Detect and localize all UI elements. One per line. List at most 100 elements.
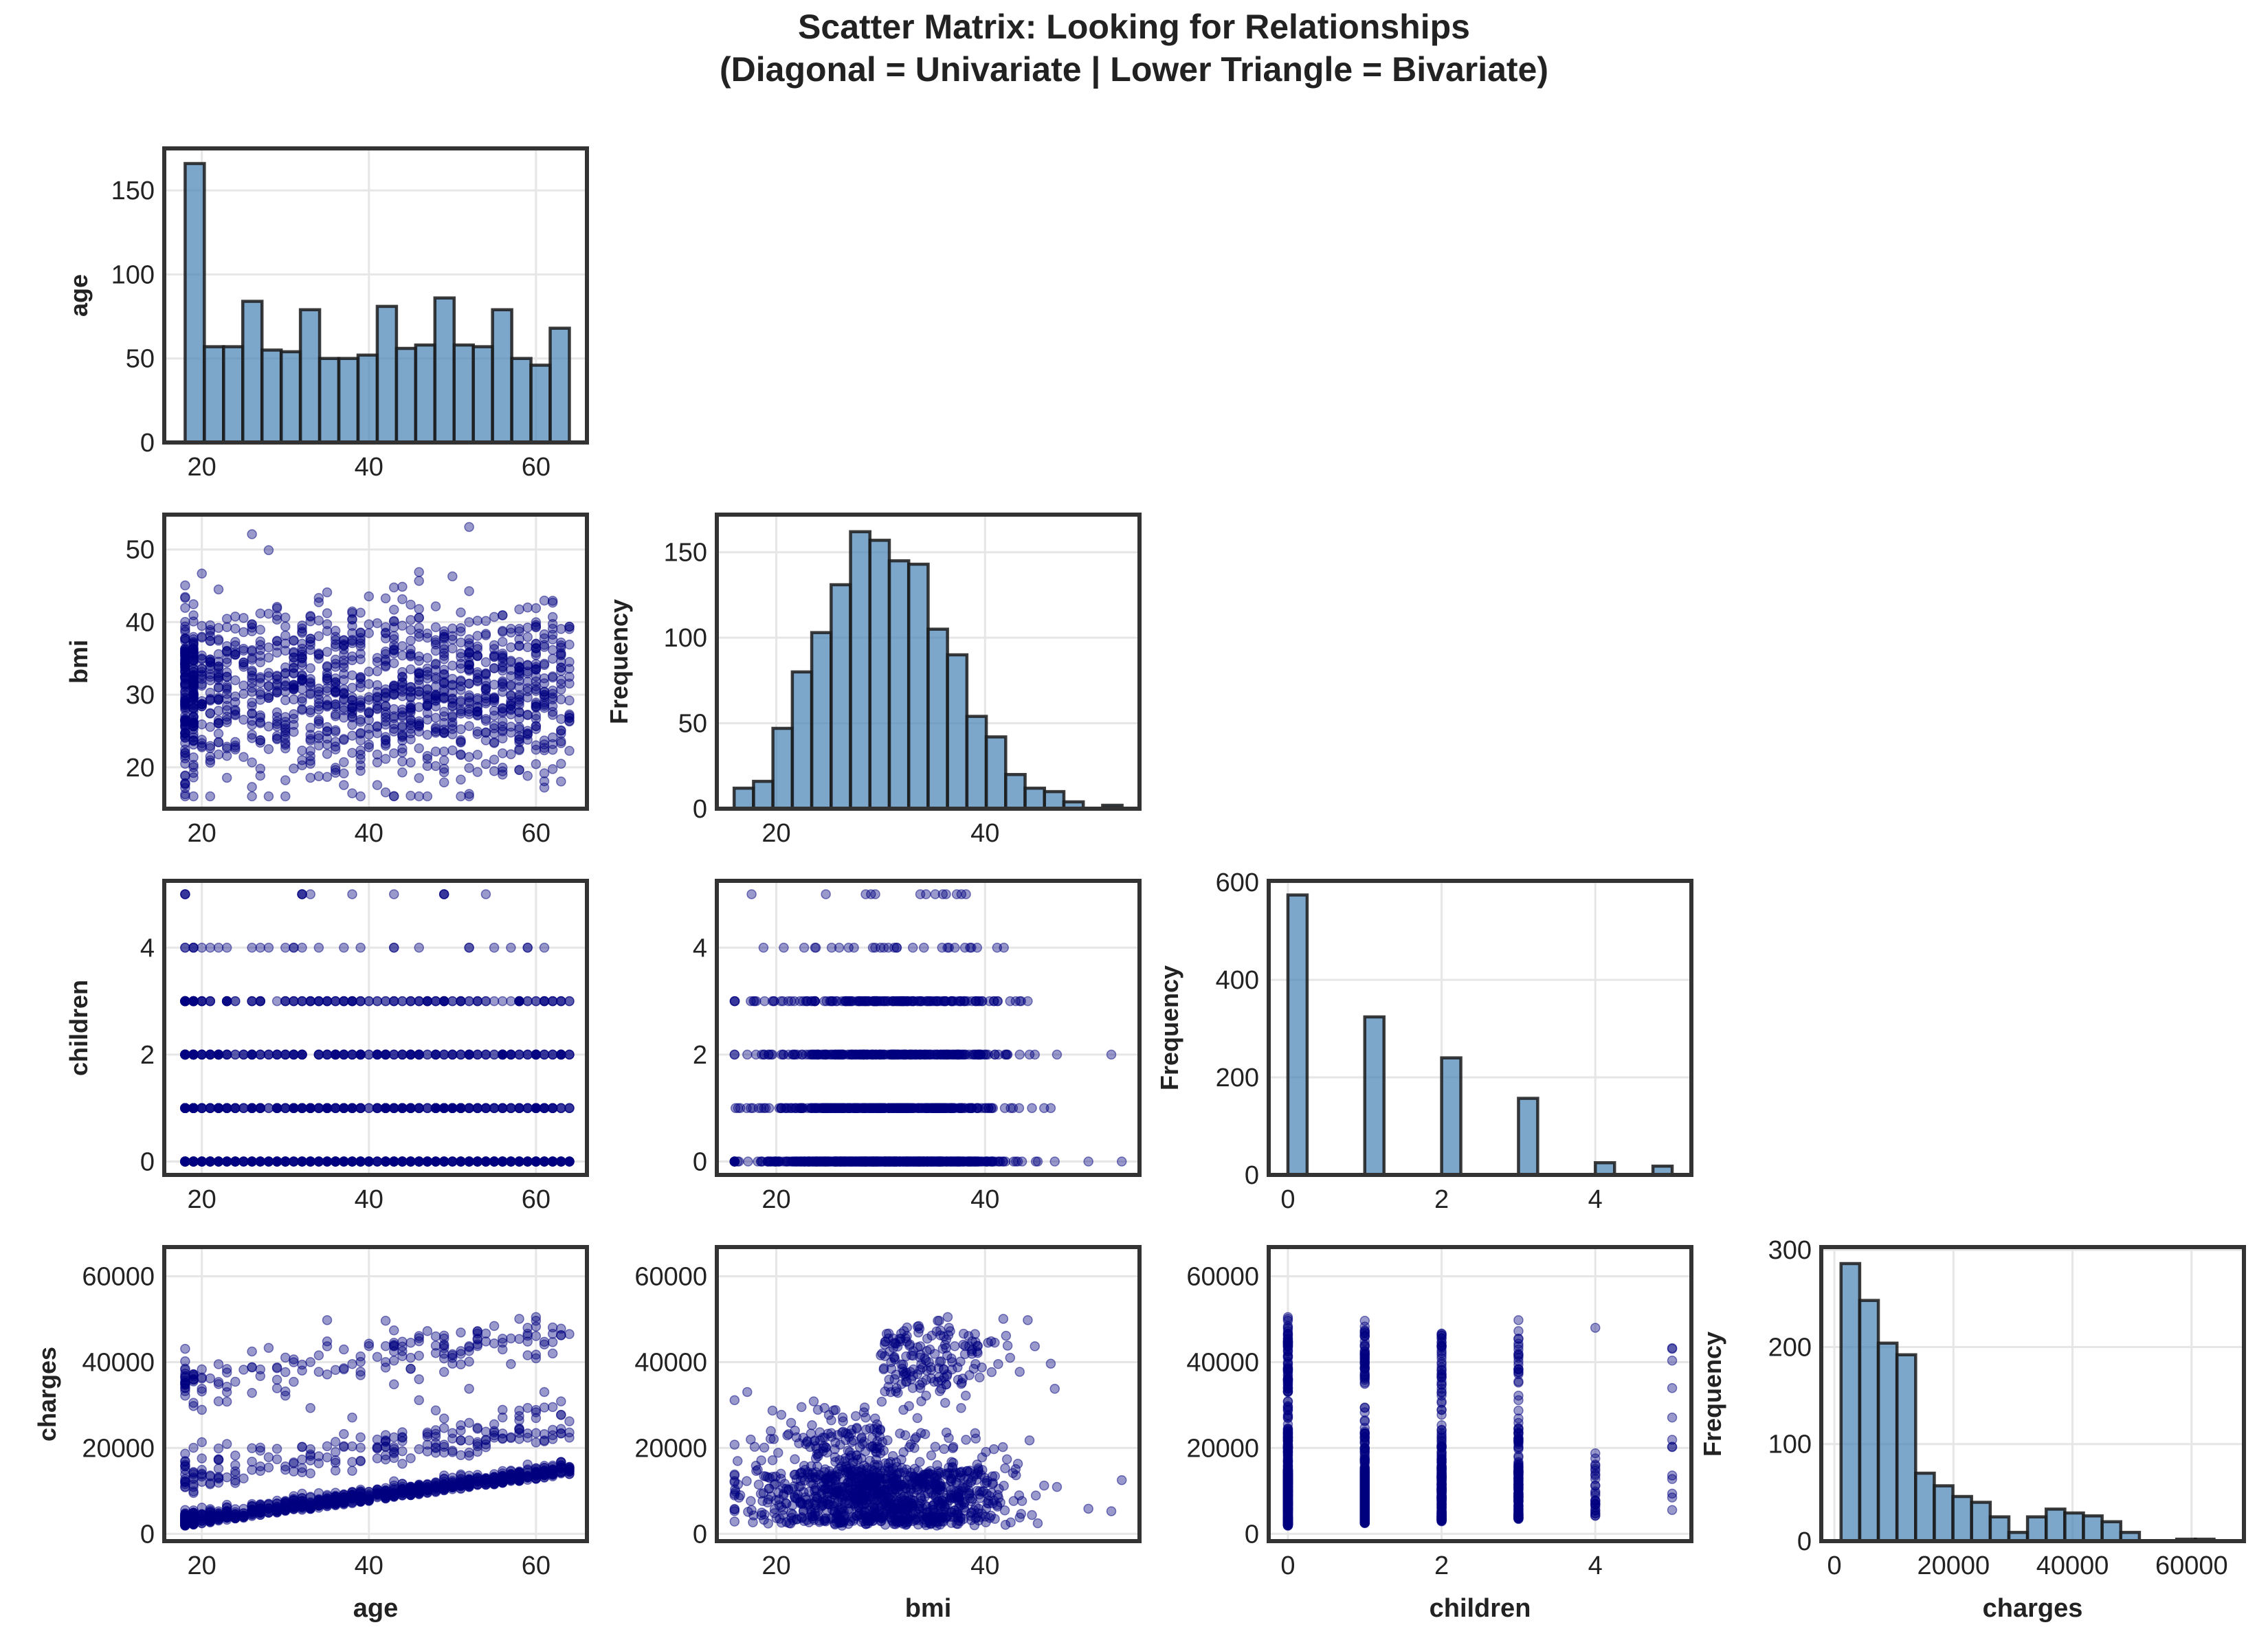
scatter-point — [456, 791, 466, 802]
scatter-point — [313, 597, 324, 607]
scatter-point — [766, 1049, 777, 1060]
scatter-point — [397, 650, 408, 661]
scatter-point — [355, 1103, 366, 1113]
scatter-point — [313, 715, 324, 725]
scatter-point — [948, 996, 959, 1007]
scatter-point — [271, 1383, 282, 1393]
scatter-point — [230, 1156, 241, 1167]
scatter-point — [405, 599, 416, 610]
scatter-point — [339, 1363, 349, 1373]
scatter-point — [322, 1049, 333, 1060]
scatter-point — [405, 790, 416, 801]
scatter-point — [1106, 1049, 1117, 1060]
scatter-point — [729, 996, 740, 1007]
scatter-point — [213, 584, 224, 595]
scatter-point — [438, 746, 449, 756]
scatter-point — [514, 695, 524, 705]
scatter-point — [480, 889, 491, 899]
scatter-point — [313, 1049, 324, 1060]
scatter-point — [388, 622, 399, 633]
scatter-point — [271, 712, 282, 722]
scatter-point — [447, 643, 458, 653]
scatter-point — [380, 684, 391, 695]
scatter-point — [205, 708, 216, 719]
scatter-point — [942, 943, 953, 953]
scatter-point — [497, 625, 508, 636]
scatter-point — [456, 637, 466, 648]
scatter-point — [213, 1103, 224, 1113]
scatter-point — [556, 759, 566, 769]
scatter-point — [205, 996, 216, 1007]
scatter-point — [297, 620, 307, 631]
scatter-point — [564, 1433, 575, 1443]
histogram-bar — [732, 786, 755, 811]
scatter-point — [547, 1337, 558, 1347]
scatter-point — [472, 1340, 483, 1351]
scatter-point — [364, 1103, 375, 1113]
scatter-point — [221, 996, 232, 1007]
scatter-point — [188, 1401, 199, 1411]
scatter-point — [305, 1468, 315, 1479]
scatter-point — [188, 1049, 199, 1060]
scatter-point — [197, 1103, 207, 1113]
scatter-point — [330, 711, 341, 721]
y-tick-label: 4 — [140, 934, 155, 963]
scatter-point — [422, 632, 433, 643]
scatter-point — [414, 669, 424, 679]
scatter-point — [414, 773, 424, 783]
scatter-point — [197, 996, 207, 1007]
histogram-bar — [1286, 893, 1309, 1177]
scatter-point — [480, 727, 491, 738]
scatter-point — [456, 737, 466, 748]
scatter-point — [1052, 1049, 1063, 1060]
scatter-point — [447, 729, 458, 740]
scatter-point — [422, 1326, 433, 1336]
scatter-point — [380, 627, 391, 638]
scatter-point — [472, 750, 483, 760]
scatter-point — [422, 1156, 433, 1167]
scatter-point — [489, 766, 500, 776]
scatter-point — [447, 571, 458, 582]
scatter-point — [388, 605, 399, 615]
scatter-point — [238, 1473, 249, 1484]
scatter-point — [531, 1156, 542, 1167]
scatter-point — [764, 1103, 775, 1113]
scatter-point — [213, 737, 224, 748]
scatter-point — [247, 782, 257, 792]
scatter-point — [372, 666, 383, 677]
scatter-point — [197, 568, 207, 579]
scatter-point — [447, 1103, 458, 1113]
scatter-point — [339, 644, 349, 655]
histogram-bar — [907, 562, 930, 811]
scatter-point — [305, 644, 315, 655]
scatter-point — [414, 576, 424, 586]
scatter-point — [330, 1437, 341, 1447]
scatter-point — [197, 699, 207, 710]
scatter-point — [1083, 1156, 1093, 1167]
scatter-point — [205, 755, 216, 765]
scatter-point — [405, 1156, 416, 1167]
scatter-point — [280, 1367, 291, 1378]
scatter-point — [213, 1443, 224, 1454]
scatter-point — [372, 757, 383, 767]
scatter-point — [247, 996, 257, 1007]
axes-frame — [1267, 879, 1693, 1177]
scatter-point — [188, 772, 199, 783]
y-axis-label: children — [65, 980, 93, 1076]
scatter-point — [188, 675, 199, 685]
scatter-point — [480, 657, 491, 668]
scatter-point — [539, 595, 550, 606]
scatter-point — [305, 889, 315, 899]
scatter-point — [556, 662, 566, 673]
scatter-point — [322, 587, 333, 598]
scatter-point — [853, 996, 864, 1007]
scatter-point — [564, 1103, 575, 1113]
scatter-point — [230, 612, 241, 622]
scatter-point — [297, 996, 307, 1007]
scatter-point — [531, 664, 542, 675]
scatter-point — [472, 1103, 483, 1113]
scatter-point — [255, 608, 266, 619]
scatter-point — [397, 1103, 408, 1113]
axes-frame — [715, 879, 1142, 1177]
